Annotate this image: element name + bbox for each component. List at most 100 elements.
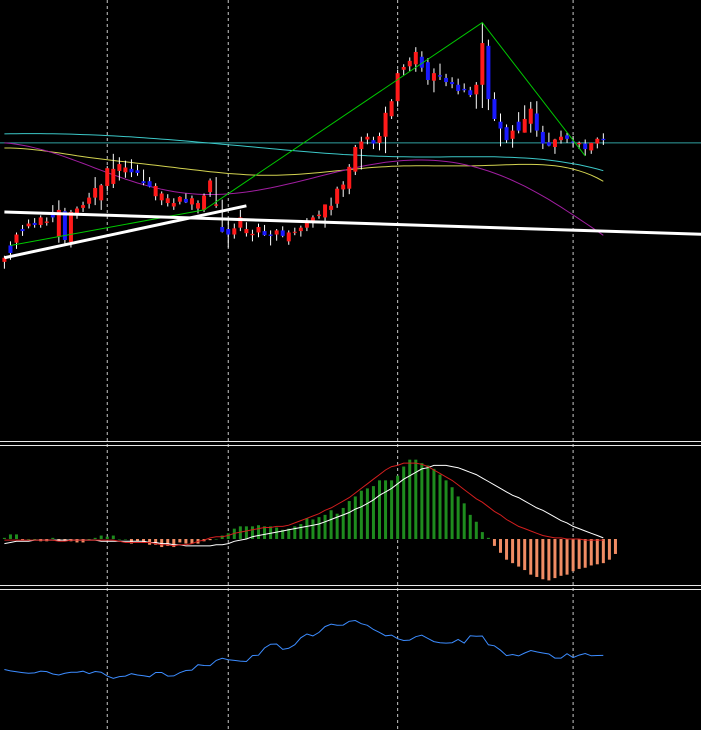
oscillator-panel[interactable] [2, 459, 617, 581]
histogram-bar [408, 459, 412, 539]
histogram-bar [523, 539, 527, 571]
candle-body [298, 227, 303, 232]
candle-body [480, 43, 485, 85]
signal-line-red [4, 462, 604, 547]
histogram-bar [269, 526, 273, 539]
candle-body [183, 198, 188, 203]
candle [534, 101, 539, 137]
candle [165, 194, 170, 207]
candle-body [559, 136, 563, 141]
candle [468, 86, 473, 98]
histogram-bar [21, 539, 25, 541]
candle-body [220, 226, 225, 232]
histogram-bar [583, 539, 587, 568]
candle [81, 201, 86, 212]
candle-body [595, 138, 600, 144]
candle [220, 199, 225, 233]
candle-body [377, 136, 382, 143]
candle [208, 178, 213, 197]
ma-line-cyan [4, 133, 604, 172]
candle [419, 51, 424, 72]
candle-body [359, 141, 364, 150]
candle-body [347, 166, 352, 189]
candle [129, 159, 134, 178]
candle-body [589, 142, 594, 151]
candle [407, 57, 412, 72]
candle-body [32, 222, 37, 225]
histogram-bar [27, 539, 31, 540]
candle-body [177, 196, 182, 202]
candle [123, 160, 128, 178]
candle [171, 198, 176, 210]
histogram-bar [571, 539, 575, 572]
candle [14, 232, 19, 249]
histogram-bar [220, 535, 224, 539]
candle [552, 138, 557, 154]
histogram-bar [559, 539, 563, 576]
candle [99, 183, 104, 210]
histogram-bar [347, 501, 351, 539]
candle [462, 83, 467, 93]
candle [353, 144, 358, 176]
histogram-bar [517, 539, 521, 567]
histogram-bar [511, 539, 515, 564]
trendline-1[interactable] [4, 210, 701, 236]
histogram-bar [505, 539, 509, 560]
histogram-bar [160, 539, 164, 548]
candle-body [383, 112, 388, 137]
candle-body [528, 108, 533, 124]
candle-body [462, 88, 467, 91]
histogram-bar [329, 510, 333, 539]
candle [371, 136, 376, 150]
trendline-0[interactable] [4, 204, 247, 260]
histogram-bar [311, 519, 315, 539]
histogram-bar [190, 539, 194, 544]
candle [256, 223, 261, 238]
histogram-bar [244, 526, 248, 539]
histogram-bar [293, 526, 297, 539]
candle [559, 130, 563, 144]
histogram-bar [462, 503, 466, 539]
candle [317, 210, 321, 219]
panel-separators[interactable] [0, 441, 701, 590]
candle-body [450, 82, 455, 85]
histogram-bar [426, 465, 430, 539]
candle-body [135, 170, 140, 173]
candle-body [401, 67, 406, 70]
price-panel[interactable] [0, 21, 701, 269]
histogram-bar [87, 539, 91, 540]
candle-body [341, 184, 346, 190]
histogram-bar [178, 539, 182, 543]
candle [298, 225, 303, 237]
candle-body [565, 135, 570, 139]
candle [153, 183, 158, 201]
histogram-bar [365, 488, 369, 539]
candle-body [268, 234, 273, 236]
histogram-bar [432, 468, 436, 539]
histogram-bar [154, 539, 158, 545]
candle-body [62, 211, 67, 240]
candle-body [238, 217, 243, 228]
histogram-bar [341, 507, 345, 539]
candle [565, 132, 570, 143]
histogram-bar [287, 528, 291, 539]
candle-body [147, 181, 152, 187]
zigzag-line[interactable] [10, 21, 586, 246]
histogram-bar [226, 533, 230, 539]
candle [268, 230, 273, 246]
histogram-bar [323, 514, 327, 539]
indicator-panel[interactable] [4, 619, 604, 679]
histogram-bar [263, 526, 267, 539]
candle-body [123, 167, 128, 173]
candle-body [510, 130, 515, 139]
candle [431, 68, 436, 93]
candle-body [141, 181, 146, 184]
histogram-bar [595, 539, 599, 565]
candle [474, 82, 479, 109]
histogram-bar [105, 536, 109, 539]
candle-body [534, 113, 539, 131]
ma-line-magenta [4, 142, 604, 236]
candle-body [81, 205, 86, 208]
candle [147, 177, 152, 188]
